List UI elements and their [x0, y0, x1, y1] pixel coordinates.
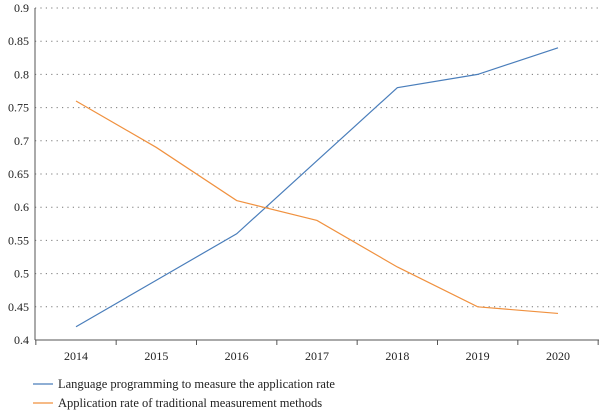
x-tick-label: 2020 — [546, 349, 570, 363]
y-tick-label: 0.65 — [8, 167, 29, 181]
y-tick-label: 0.8 — [14, 67, 29, 81]
legend-label: Language programming to measure the appl… — [58, 377, 335, 391]
y-tick-label: 0.75 — [8, 101, 29, 115]
y-tick-label: 0.6 — [14, 200, 29, 214]
axes — [34, 8, 599, 341]
x-tick-label: 2015 — [144, 349, 168, 363]
x-tick-label: 2018 — [385, 349, 409, 363]
y-tick-label: 0.7 — [14, 134, 29, 148]
x-tick-label: 2014 — [64, 349, 88, 363]
y-tick-label: 0.45 — [8, 300, 29, 314]
legend-label: Application rate of traditional measurem… — [58, 396, 322, 410]
x-tick-label: 2017 — [305, 349, 329, 363]
y-tick-label: 0.4 — [14, 333, 29, 347]
series-lines — [75, 47, 559, 328]
y-tick-label: 0.5 — [14, 267, 29, 281]
y-tick-label: 0.9 — [14, 1, 29, 15]
x-tick-label: 2016 — [225, 349, 249, 363]
y-tick-label: 0.85 — [8, 34, 29, 48]
series-line-2 — [75, 100, 559, 315]
x-axis-ticks: 2014 2015 2016 2017 2018 2019 2020 — [35, 340, 599, 363]
legend: Language programming to measure the appl… — [33, 377, 335, 410]
y-tick-label: 0.55 — [8, 233, 29, 247]
gridlines — [35, 7, 599, 308]
series-line-1 — [75, 47, 559, 328]
x-tick-label: 2019 — [466, 349, 490, 363]
y-axis-ticks: 0.4 0.45 0.5 0.55 0.6 0.65 0.7 0.75 0.8 0.85 0.9 — [8, 1, 29, 347]
